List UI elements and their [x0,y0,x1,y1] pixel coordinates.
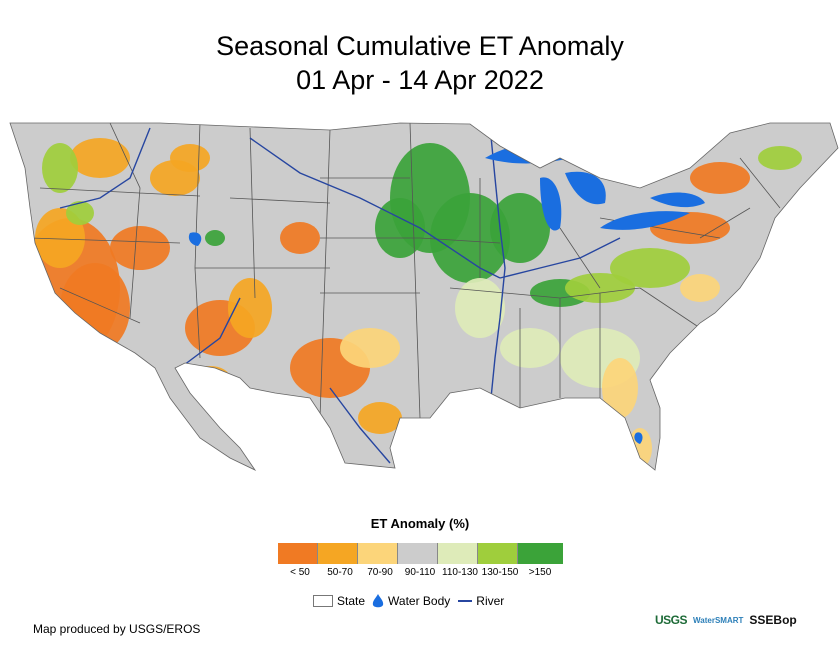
anomaly-patch [66,201,94,225]
legend-label-3: 90-110 [404,567,436,578]
anomaly-patch [758,146,802,170]
watersmart-logo: WaterSMART [693,615,744,625]
anomaly-patch [375,198,425,258]
anomaly-patch [42,143,78,193]
anomaly-patch [490,193,550,263]
legend-label-6: >150 [528,567,552,578]
anomaly-patch [455,278,505,338]
state-label: State [337,594,366,608]
map-title-line1: Seasonal Cumulative ET Anomaly [216,31,624,61]
anomaly-patch [228,278,272,338]
anomaly-patch [680,274,720,302]
rivers [59,125,621,464]
legend-label-1: 50-70 [327,567,353,578]
anomaly-patch [170,144,210,172]
legend-label-5: 130-150 [481,567,519,578]
credit-text: Map produced by USGS/EROS [33,622,201,636]
river-label: River [476,594,505,608]
anomaly-patch [280,222,320,254]
legend-swatch-3 [398,543,438,564]
anomaly-patch [610,248,690,288]
anomaly-patch [145,398,175,438]
legend-label-2: 70-90 [367,567,393,578]
et-anomaly-map [9,122,839,472]
legend-swatch-5 [478,543,518,564]
map-title-line2: 01 Apr - 14 Apr 2022 [296,65,544,95]
map-key: State Water Body River [313,593,504,609]
anomaly-patch [70,138,130,178]
legend-swatches [278,543,563,564]
country-outline [9,122,839,472]
legend-label-4: 110-130 [442,567,478,578]
anomaly-patch [205,230,225,246]
water-drop-icon [372,594,384,608]
legend-swatch-0 [278,543,318,564]
anomaly-patches [20,138,802,468]
legend-swatch-2 [358,543,398,564]
usgs-logo: USGS [655,613,688,627]
anomaly-patch [110,226,170,270]
anomaly-patch [340,328,400,368]
legend-swatch-4 [438,543,478,564]
anomaly-patch [500,328,560,368]
anomaly-patch [358,402,402,434]
legend-swatch-1 [318,543,358,564]
anomaly-patch [430,193,510,283]
anomaly-patch [395,293,445,343]
state-symbol [313,595,333,607]
water-body-label: Water Body [388,594,451,608]
ssebop-logo: SSEBop [749,613,797,627]
anomaly-patch [602,358,638,418]
river-symbol [458,600,473,602]
anomaly-patch [690,162,750,194]
legend-title: ET Anomaly (%) [370,516,470,531]
logos: USGS WaterSMART SSEBop [655,613,797,627]
anomaly-patch [190,366,230,390]
legend-label-0: < 50 [290,567,310,578]
legend-labels: < 50 50-70 70-90 90-110 110-130 130-150 >150 [278,567,563,581]
legend-swatch-6 [518,543,563,564]
